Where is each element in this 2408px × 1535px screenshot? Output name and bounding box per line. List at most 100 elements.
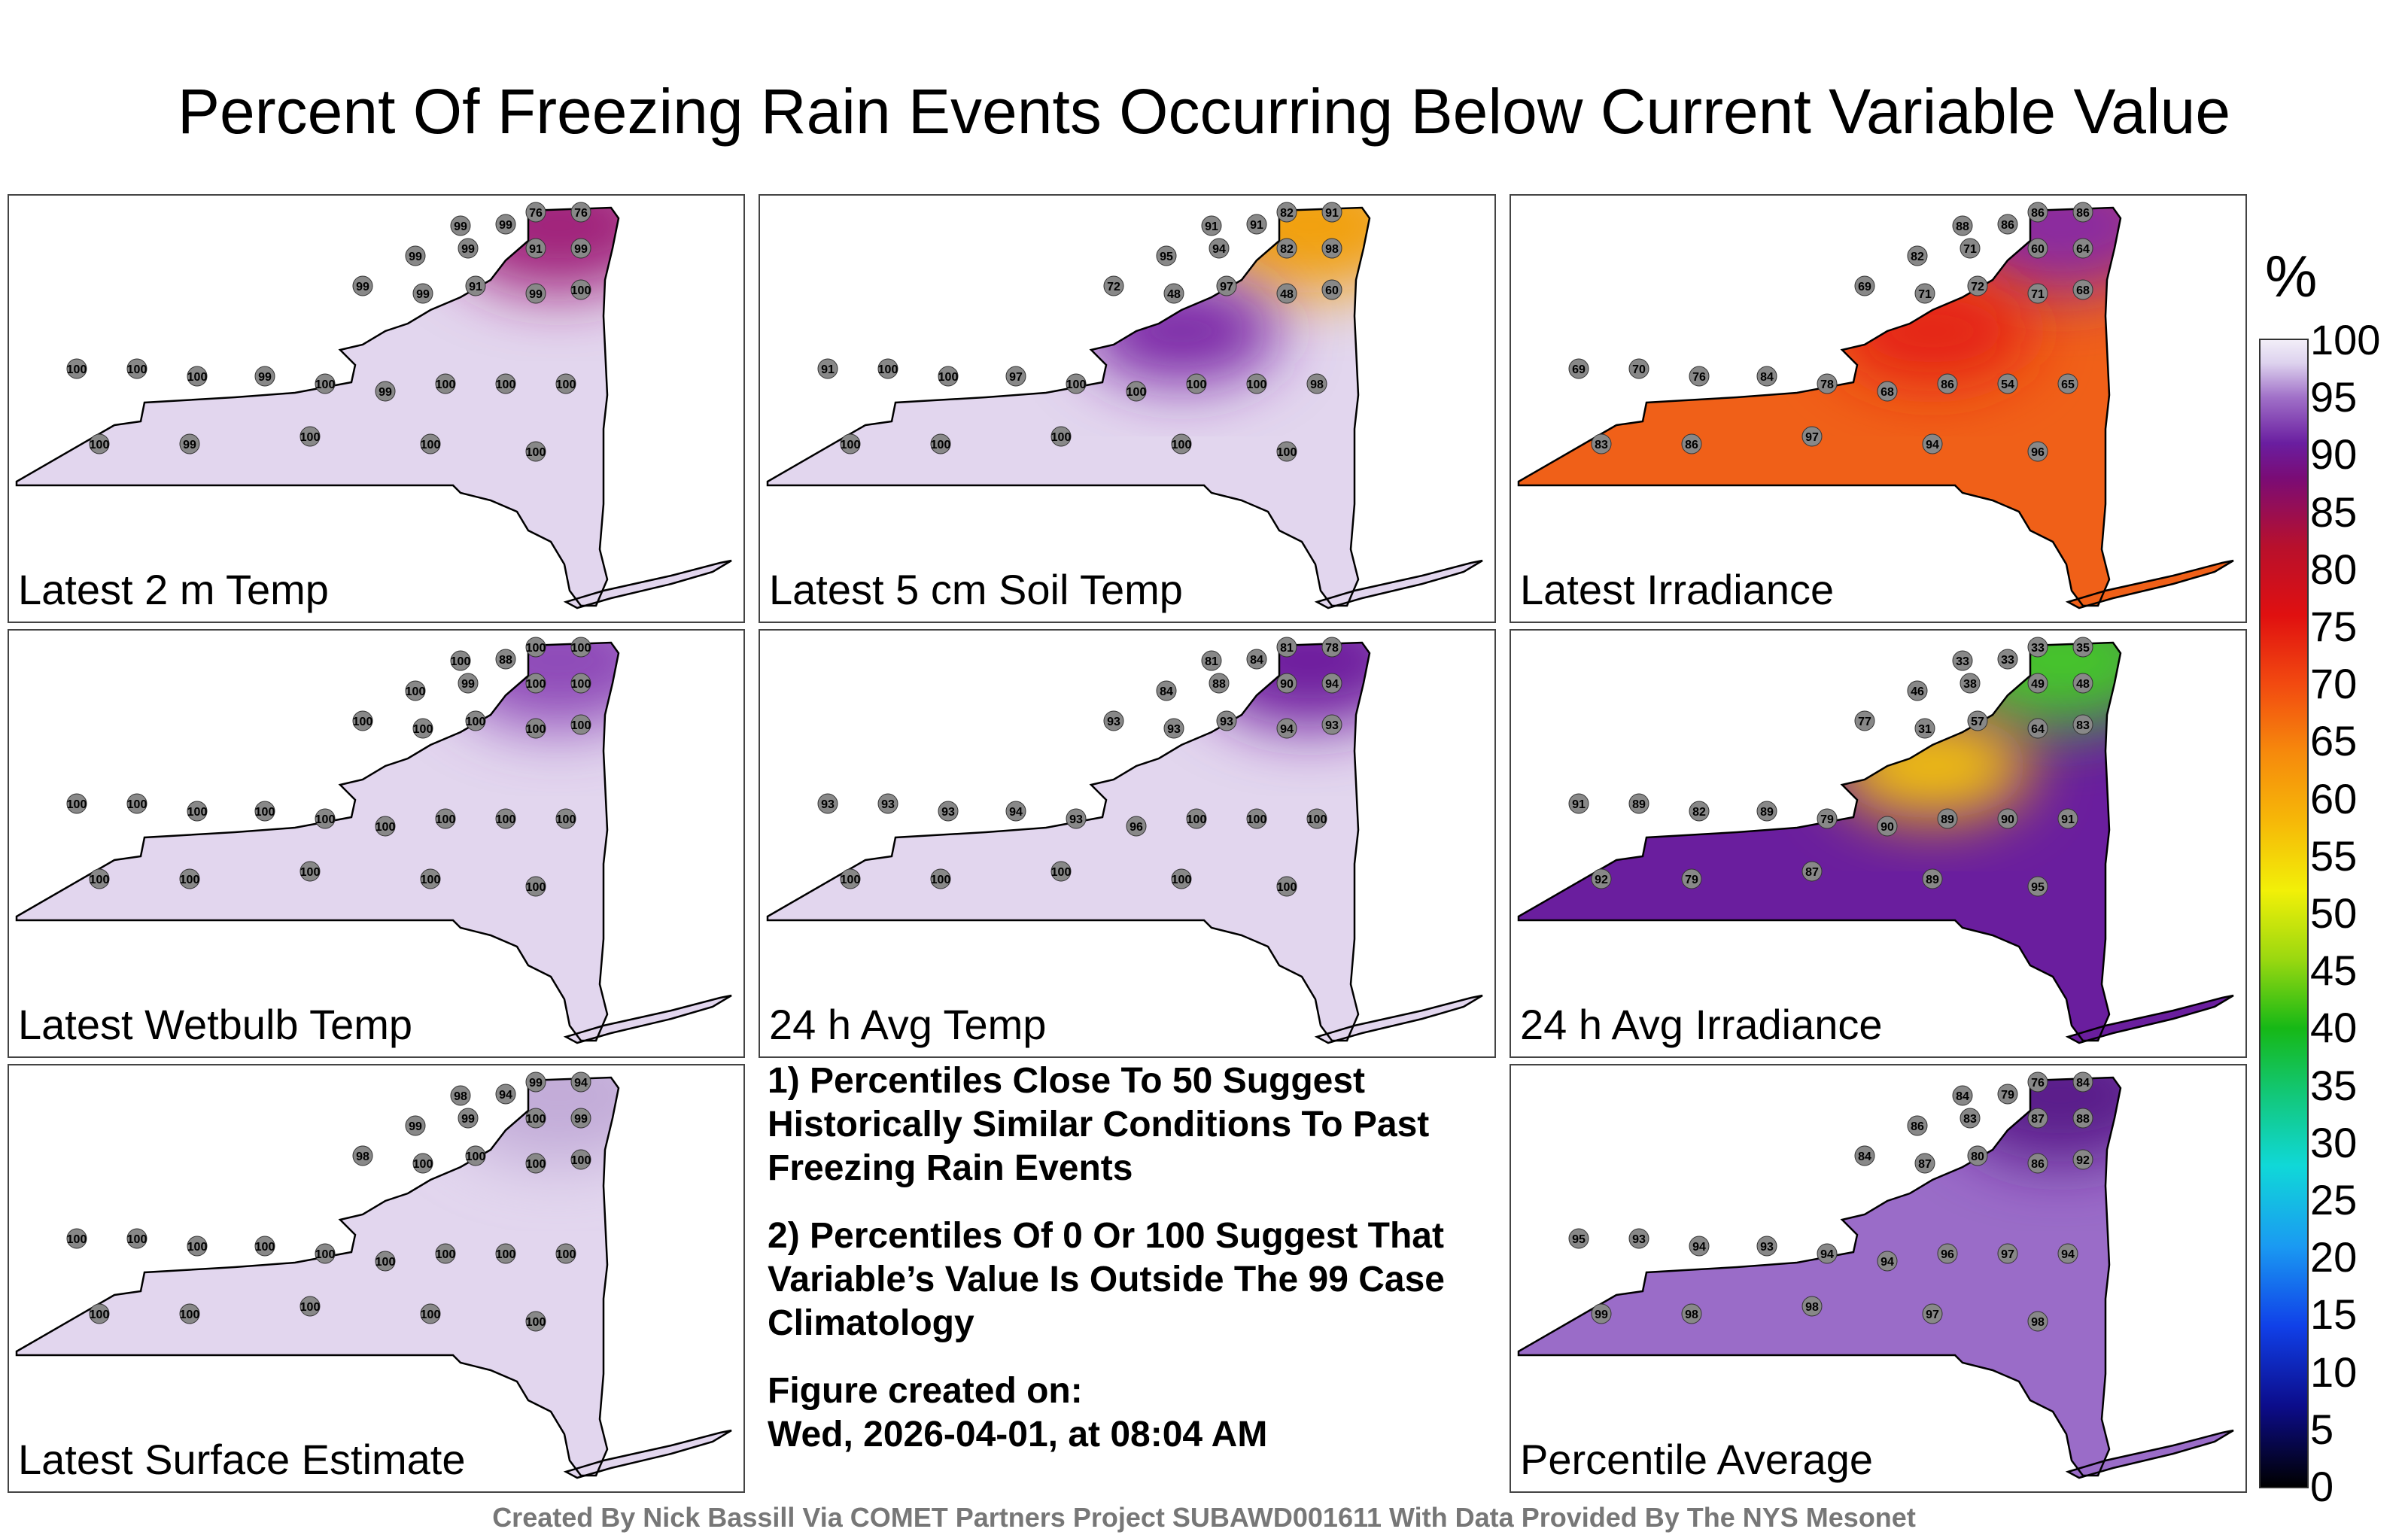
- map-panel: 91 91 82 91 95 94 82 98 72 48 97 48 60 91 100 100 97 100 1…: [759, 194, 1496, 623]
- station-marker: 78: [1321, 637, 1342, 658]
- station-value: 82: [1692, 806, 1706, 819]
- station-marker: 100: [525, 637, 546, 658]
- station-marker: 93: [938, 801, 959, 822]
- station-value: 33: [2031, 642, 2045, 655]
- station-marker: 91: [465, 275, 486, 296]
- station-marker: 65: [2057, 373, 2078, 394]
- station-marker: 100: [187, 801, 208, 822]
- station-marker: 100: [1050, 426, 1072, 447]
- station-marker: 48: [2072, 673, 2093, 694]
- station-marker: 72: [1967, 275, 1988, 296]
- station-marker: 100: [66, 1228, 87, 1249]
- figure-created-label: Figure created on:: [768, 1371, 1083, 1411]
- station-value: 100: [436, 378, 456, 391]
- station-marker: 86: [1937, 373, 1958, 394]
- station-marker: 94: [570, 1071, 591, 1093]
- station-marker: 100: [89, 433, 110, 454]
- station-value: 100: [421, 1309, 441, 1321]
- station-value: 46: [1911, 685, 1924, 698]
- station-value: 71: [1963, 243, 1977, 256]
- station-value: 100: [300, 431, 321, 444]
- station-value: 100: [1187, 378, 1207, 391]
- station-value: 60: [2031, 243, 2045, 256]
- station-marker: 93: [877, 793, 898, 814]
- station-value: 83: [1595, 439, 1608, 451]
- station-value: 100: [526, 1158, 546, 1171]
- station-value: 100: [187, 1241, 208, 1254]
- station-value: 97: [1009, 371, 1023, 384]
- station-marker: 84: [1246, 649, 1267, 670]
- station-marker: 94: [1689, 1236, 1710, 1257]
- station-value: 100: [353, 716, 373, 728]
- station-marker: 93: [1321, 714, 1342, 735]
- state-map: 84 79 76 84 86 83 87 88 84 87 80 86 92 95 93 94 93 94 94 96…: [1517, 1071, 2234, 1479]
- station-marker: 84: [2072, 1071, 2093, 1093]
- colorbar-tick-label: 90: [2310, 430, 2358, 479]
- station-marker: 100: [187, 366, 208, 387]
- station-marker: 94: [1005, 801, 1026, 822]
- station-value: 65: [2061, 378, 2075, 391]
- station-value: 68: [2076, 284, 2090, 297]
- station-value: 76: [574, 207, 588, 220]
- station-marker: 99: [525, 283, 546, 304]
- station-value: 100: [571, 678, 591, 691]
- station-value: 100: [421, 439, 441, 451]
- station-value: 79: [2001, 1089, 2014, 1102]
- station-value: 68: [1880, 386, 1894, 399]
- station-value: 48: [2076, 678, 2090, 691]
- station-marker: 94: [1209, 238, 1230, 259]
- station-value: 71: [2031, 288, 2045, 301]
- colorbar-tick-label: 50: [2310, 889, 2358, 937]
- station-value: 93: [1632, 1233, 1646, 1246]
- station-value: 100: [1066, 378, 1087, 391]
- station-value: 31: [1918, 723, 1932, 736]
- station-marker: 100: [352, 710, 373, 731]
- station-value: 84: [1160, 685, 1173, 698]
- station-value: 91: [821, 363, 835, 376]
- station-marker: 100: [840, 433, 861, 454]
- station-value: 83: [1963, 1113, 1977, 1126]
- station-value: 99: [454, 220, 467, 233]
- station-marker: 100: [1276, 876, 1297, 897]
- field-fill: [768, 643, 1482, 1043]
- station-value: 100: [526, 642, 546, 655]
- station-marker: 100: [465, 1145, 486, 1166]
- station-marker: 83: [1591, 433, 1612, 454]
- station-value: 100: [187, 371, 208, 384]
- station-value: 100: [571, 642, 591, 655]
- station-value: 100: [375, 821, 396, 834]
- state-outline: [563, 1429, 732, 1479]
- station-value: 72: [1107, 281, 1120, 293]
- station-value: 91: [1250, 219, 1263, 232]
- station-value: 81: [1280, 642, 1294, 655]
- station-value: 100: [127, 798, 147, 811]
- station-value: 98: [1310, 378, 1324, 391]
- state-outline: [563, 994, 732, 1044]
- station-marker: 100: [1171, 868, 1192, 889]
- colorbar-tick-label: 35: [2310, 1061, 2358, 1109]
- state-outline: [15, 206, 620, 607]
- station-value: 100: [1051, 431, 1072, 444]
- station-value: 57: [1971, 716, 1984, 728]
- colorbar-tick-label: 15: [2310, 1290, 2358, 1339]
- station-marker: 100: [495, 373, 516, 394]
- station-value: 100: [1172, 439, 1192, 451]
- station-value: 100: [931, 874, 951, 886]
- station-value: 86: [1685, 439, 1698, 451]
- station-value: 91: [1325, 207, 1339, 220]
- station-marker: 89: [1937, 808, 1958, 829]
- station-marker: 100: [525, 718, 546, 739]
- station-value: 33: [2001, 654, 2014, 667]
- station-value: 99: [529, 288, 543, 301]
- station-value: 99: [416, 288, 430, 301]
- colorbar-tick-label: 70: [2310, 660, 2358, 708]
- station-marker: 99: [495, 214, 516, 235]
- station-value: 82: [1911, 251, 1924, 263]
- panel-label: 24 h Avg Temp: [769, 1001, 1047, 1048]
- station-marker: 100: [299, 861, 321, 882]
- station-value: 92: [2076, 1154, 2090, 1167]
- station-marker: 97: [1005, 366, 1026, 387]
- station-value: 69: [1572, 363, 1586, 376]
- station-marker: 100: [570, 714, 591, 735]
- station-marker: 94: [1321, 673, 1342, 694]
